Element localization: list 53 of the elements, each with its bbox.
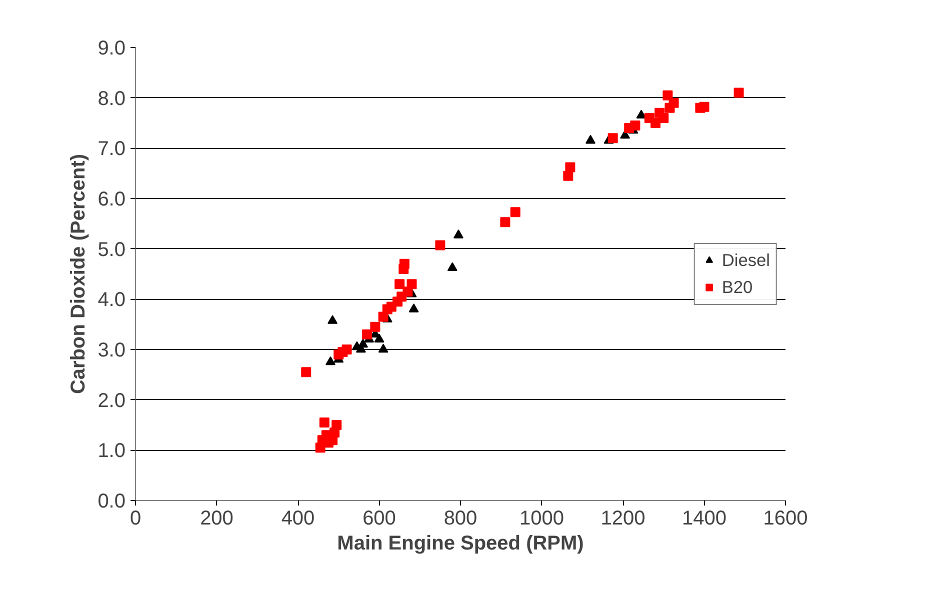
point: [328, 315, 338, 324]
point: [510, 207, 520, 218]
point: [586, 134, 596, 144]
y-tick-label: 8.0: [98, 88, 126, 110]
point: [500, 217, 510, 228]
point: [332, 420, 342, 430]
point: [399, 258, 410, 269]
point: [370, 322, 380, 332]
point: [630, 120, 640, 131]
x-tick-label: 0: [130, 508, 142, 530]
point: [326, 356, 336, 366]
point: [734, 88, 744, 98]
x-tick-label: 200: [200, 508, 234, 530]
y-tick-label: 7.0: [98, 138, 126, 160]
point: [362, 329, 372, 340]
y-tick-label: 0.0: [98, 490, 126, 512]
point: [662, 90, 673, 100]
y-tick-label: 1.0: [98, 440, 126, 462]
x-axis-title: Main Engine Speed (RPM): [337, 532, 584, 554]
y-tick-label: 4.0: [98, 289, 126, 312]
point: [658, 112, 669, 123]
point: [650, 118, 660, 128]
point: [435, 240, 446, 250]
x-tick-label: 400: [281, 508, 315, 530]
x-tick-label: 800: [444, 508, 478, 530]
x-tick-label: 1400: [682, 508, 727, 530]
x-tick-label: 1000: [520, 508, 564, 530]
point: [301, 367, 312, 378]
point: [565, 162, 576, 172]
y-tick-label: 6.0: [98, 188, 126, 210]
legend-label: Diesel: [722, 250, 770, 270]
legend-label: B20: [722, 276, 753, 298]
point: [668, 98, 679, 108]
point: [608, 133, 618, 144]
y-tick-label: 5.0: [98, 238, 126, 261]
x-tick-label: 1200: [600, 508, 646, 530]
point: [319, 417, 330, 428]
point: [374, 334, 384, 343]
y-tick-label: 3.0: [98, 340, 126, 362]
point: [447, 262, 458, 272]
y-tick-label: 2.0: [98, 390, 126, 412]
point: [394, 279, 405, 290]
point: [358, 338, 368, 348]
point: [378, 344, 388, 353]
point: [408, 304, 419, 312]
point: [342, 344, 352, 354]
x-tick-label: 1600: [763, 508, 808, 530]
point: [699, 102, 710, 112]
point: [406, 279, 417, 290]
point: [453, 230, 464, 238]
y-tick-label: 9.0: [98, 38, 126, 60]
y-axis-title: Carbon Dioxide (Percent): [68, 154, 90, 394]
x-tick-label: 600: [362, 508, 396, 530]
